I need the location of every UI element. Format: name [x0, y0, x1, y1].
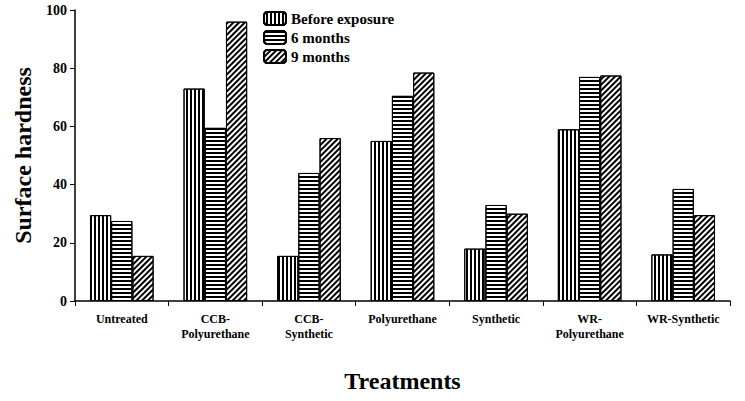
svg-text:0: 0 [60, 294, 67, 309]
svg-text:CCB-: CCB- [201, 312, 230, 326]
svg-text:20: 20 [53, 235, 67, 250]
svg-text:Synthetic: Synthetic [472, 312, 521, 326]
svg-text:Surface hardness: Surface hardness [10, 67, 36, 244]
svg-text:WR-: WR- [577, 312, 602, 326]
svg-text:Polyurethane: Polyurethane [368, 312, 437, 326]
svg-text:Polyurethane: Polyurethane [181, 327, 250, 341]
svg-text:40: 40 [53, 177, 67, 192]
svg-text:CCB-: CCB- [294, 312, 323, 326]
svg-text:80: 80 [53, 61, 67, 76]
svg-text:9 months: 9 months [291, 49, 350, 65]
svg-text:WR-Synthetic: WR-Synthetic [647, 312, 720, 326]
svg-text:60: 60 [53, 119, 67, 134]
svg-text:Untreated: Untreated [96, 312, 148, 326]
svg-text:Before exposure: Before exposure [291, 11, 395, 27]
svg-text:Synthetic: Synthetic [285, 327, 334, 341]
svg-text:Treatments: Treatments [344, 368, 460, 394]
svg-text:100: 100 [46, 3, 67, 18]
svg-text:6 months: 6 months [291, 30, 350, 46]
svg-text:Polyurethane: Polyurethane [555, 327, 624, 341]
